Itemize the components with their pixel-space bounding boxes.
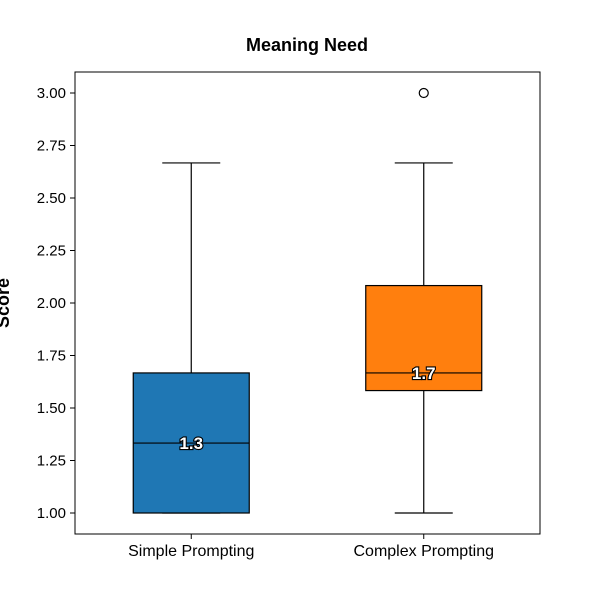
x-category-label: Simple Prompting bbox=[128, 543, 254, 560]
median-value-label: 1.3 bbox=[179, 434, 203, 453]
y-tick-label: 2.25 bbox=[37, 243, 66, 260]
boxes: 1.3 1.7 bbox=[132, 87, 483, 514]
box-group: 1.7 bbox=[365, 87, 483, 514]
y-tick-label: 2.00 bbox=[37, 295, 66, 312]
y-tick-label: 2.75 bbox=[37, 138, 66, 155]
plot-area-frame bbox=[74, 71, 541, 535]
x-category-label: Complex Prompting bbox=[354, 543, 495, 560]
outlier-point bbox=[418, 87, 429, 99]
x-axis: Simple Prompting Complex Prompting bbox=[128, 534, 494, 560]
y-tick-label: 1.75 bbox=[37, 348, 66, 365]
y-tick-label: 1.25 bbox=[37, 453, 66, 470]
y-axis-label: Score bbox=[0, 278, 13, 328]
y-axis: 1.00 1.25 1.50 1.75 2.00 2.25 2.50 2.75 3.00 bbox=[37, 85, 75, 522]
y-tick-label: 1.50 bbox=[37, 400, 66, 417]
box-group: 1.3 bbox=[132, 162, 250, 514]
median-value-label: 1.7 bbox=[412, 364, 436, 383]
y-tick-label: 2.50 bbox=[37, 190, 66, 207]
y-tick-label: 1.00 bbox=[37, 505, 66, 522]
chart-title: Meaning Need bbox=[246, 35, 368, 55]
y-tick-label: 3.00 bbox=[37, 85, 66, 102]
